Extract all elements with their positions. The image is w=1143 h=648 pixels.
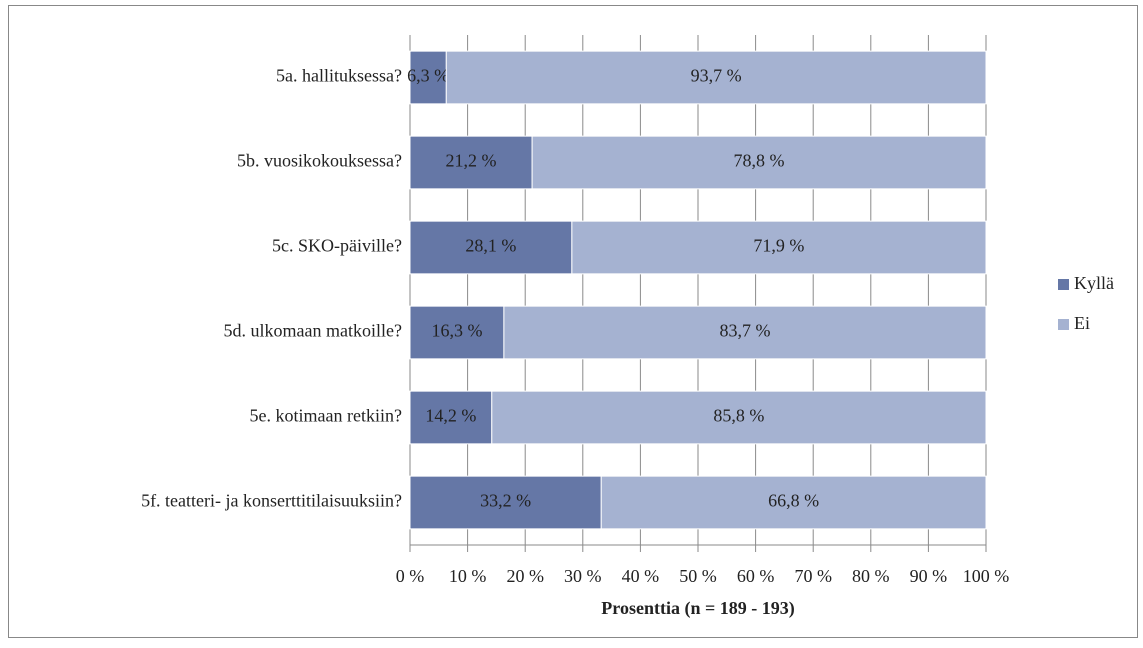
x-tick-label: 100 % <box>963 566 1010 586</box>
x-tick-label: 20 % <box>506 566 544 586</box>
bar-segment <box>600 475 987 530</box>
bar-segment <box>409 220 573 275</box>
legend-swatch <box>1058 279 1069 290</box>
y-tick-label: 5e. kotimaan retkiin? <box>250 406 402 426</box>
data-label: 28,1 % <box>465 236 516 256</box>
x-tick-label: 70 % <box>794 566 832 586</box>
data-label: 66,8 % <box>768 491 819 511</box>
legend-label: Kyllä <box>1074 273 1114 293</box>
x-tick-label: 80 % <box>852 566 890 586</box>
x-tick-label: 40 % <box>622 566 660 586</box>
data-label: 78,8 % <box>734 151 785 171</box>
bar-segment <box>571 220 987 275</box>
data-label: 71,9 % <box>753 236 804 256</box>
x-tick-label: 60 % <box>737 566 775 586</box>
y-tick-label: 5c. SKO-päiville? <box>272 236 402 256</box>
data-label: 6,3 % <box>407 66 449 86</box>
y-tick-label: 5a. hallituksessa? <box>276 66 402 86</box>
bar-segment <box>409 390 493 445</box>
bar-segment <box>531 135 987 190</box>
x-tick-label: 0 % <box>396 566 425 586</box>
data-label: 33,2 % <box>480 491 531 511</box>
x-tick-label: 90 % <box>910 566 948 586</box>
data-label: 21,2 % <box>446 151 497 171</box>
data-label: 93,7 % <box>691 66 742 86</box>
bar-segment <box>409 305 505 360</box>
y-tick-label: 5d. ulkomaan matkoille? <box>224 321 402 341</box>
bar-segment <box>409 50 447 105</box>
x-tick-label: 30 % <box>564 566 602 586</box>
data-label: 83,7 % <box>719 321 770 341</box>
x-tick-label: 10 % <box>449 566 487 586</box>
legend-swatch <box>1058 319 1069 330</box>
data-label: 14,2 % <box>425 406 476 426</box>
y-tick-label: 5f. teatteri- ja konserttitilaisuuksiin? <box>141 491 402 511</box>
bar-segment <box>409 135 533 190</box>
y-tick-label: 5b. vuosikokouksessa? <box>237 151 402 171</box>
bar-segment <box>491 390 987 445</box>
x-axis-label: Prosenttia (n = 189 - 193) <box>601 598 794 619</box>
x-tick-label: 50 % <box>679 566 717 586</box>
bar-segment <box>409 475 602 530</box>
bar-segment <box>445 50 987 105</box>
data-label: 85,8 % <box>713 406 764 426</box>
legend-label: Ei <box>1074 313 1090 333</box>
bar-segment <box>503 305 987 360</box>
data-label: 16,3 % <box>431 321 482 341</box>
